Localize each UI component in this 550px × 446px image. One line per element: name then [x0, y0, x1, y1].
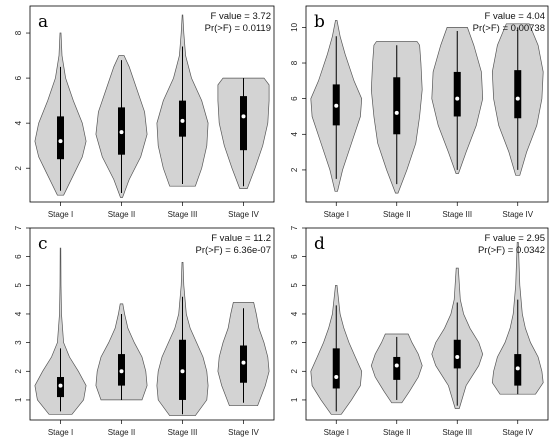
iqr-box [57, 116, 64, 160]
p-value-label: Pr(>F) = 0.0119 [205, 23, 271, 34]
violin-panel-d: 1 2 3 4 5 6 7 Stage I Stage II Stage III Stage IV d… [290, 225, 549, 437]
y-tick-label: 3 [14, 340, 23, 345]
iqr-box [179, 100, 186, 137]
y-tick-label: 1 [290, 397, 299, 402]
median-point [180, 118, 185, 123]
plot-frame [29, 5, 275, 203]
y-tick-label: 2 [290, 167, 299, 172]
y-tick-label: 2 [14, 165, 23, 170]
median-point [180, 369, 185, 374]
x-tick-label: Stage I [324, 210, 349, 219]
iqr-box [453, 71, 461, 117]
y-tick-label: 8 [290, 60, 299, 65]
x-tick-label: Stage II [108, 428, 136, 437]
median-point [334, 375, 339, 380]
p-value-label: Pr(>F) = 6.36e-07 [195, 245, 271, 256]
x-tick-label: Stage III [442, 210, 472, 219]
panel-label: d [314, 234, 325, 254]
x-tick-label: Stage I [48, 428, 73, 437]
median-point [455, 96, 460, 101]
x-tick-label: Stage IV [502, 428, 533, 437]
median-point [58, 139, 63, 144]
y-tick-label: 10 [290, 22, 299, 31]
x-tick-label: Stage IV [228, 428, 259, 437]
x-tick-label: Stage II [383, 210, 411, 219]
x-tick-label: Stage III [168, 210, 198, 219]
y-tick-label: 1 [14, 397, 23, 402]
median-point [515, 366, 520, 371]
x-tick-label: Stage IV [502, 210, 533, 219]
y-tick-label: 6 [290, 96, 299, 101]
iqr-box [393, 77, 401, 135]
median-point [394, 110, 399, 115]
y-tick-label: 6 [290, 254, 299, 259]
median-point [394, 363, 399, 368]
median-point [334, 103, 339, 108]
panel-label: a [38, 12, 48, 32]
y-tick-label: 2 [14, 369, 23, 374]
p-value-label: Pr(>F) = 0.0342 [478, 245, 545, 256]
violin-panel-b: 2 4 6 8 10 Stage I Stage II Stage III Stage IV b F… [290, 5, 549, 219]
y-tick-label: 6 [14, 75, 23, 80]
y-tick-label: 3 [290, 340, 299, 345]
x-tick-label: Stage II [383, 428, 411, 437]
iqr-box [332, 348, 340, 389]
y-tick-label: 8 [14, 30, 23, 35]
median-point [58, 383, 63, 388]
y-tick-label: 4 [290, 311, 299, 316]
x-tick-label: Stage III [442, 428, 472, 437]
f-value-label: F value = 2.95 [485, 233, 545, 244]
y-tick-label: 7 [14, 225, 23, 230]
violin-stage-i [34, 247, 87, 415]
plot-frame [305, 227, 549, 421]
y-tick-label: 7 [290, 225, 299, 230]
x-tick-label: Stage III [168, 428, 198, 437]
violin-panel-a: 2 4 6 8 Stage I Stage II Stage III Stage IV a F v… [14, 5, 275, 219]
iqr-box [240, 96, 247, 151]
median-point [119, 130, 124, 135]
f-value-label: F value = 4.04 [485, 11, 545, 22]
x-tick-label: Stage IV [228, 210, 259, 219]
x-tick-label: Stage I [48, 210, 73, 219]
plot-frame [305, 5, 549, 203]
y-tick-label: 4 [290, 132, 299, 137]
p-value-label: Pr(>F) = 0.00738 [473, 23, 545, 34]
y-tick-label: 5 [290, 283, 299, 288]
x-tick-label: Stage II [108, 210, 136, 219]
f-value-label: F value = 3.72 [211, 11, 271, 22]
median-point [515, 96, 520, 101]
panel-label: b [314, 12, 325, 32]
y-tick-label: 6 [14, 254, 23, 259]
f-value-label: F value = 11.2 [211, 233, 271, 244]
median-point [119, 369, 124, 374]
violin-panel-c: 1 2 3 4 5 6 7 Stage I Stage II Stage III Stage IV c… [14, 225, 275, 437]
iqr-box [453, 339, 461, 369]
median-point [241, 360, 246, 365]
median-point [241, 114, 246, 119]
plot-frame [29, 227, 275, 421]
y-tick-label: 4 [14, 120, 23, 125]
y-tick-label: 4 [14, 311, 23, 316]
y-tick-label: 5 [14, 283, 23, 288]
x-tick-label: Stage I [324, 428, 349, 437]
panel-label: c [38, 234, 48, 254]
iqr-box [514, 70, 522, 119]
iqr-box [393, 356, 401, 380]
median-point [455, 354, 460, 359]
y-tick-label: 2 [290, 369, 299, 374]
